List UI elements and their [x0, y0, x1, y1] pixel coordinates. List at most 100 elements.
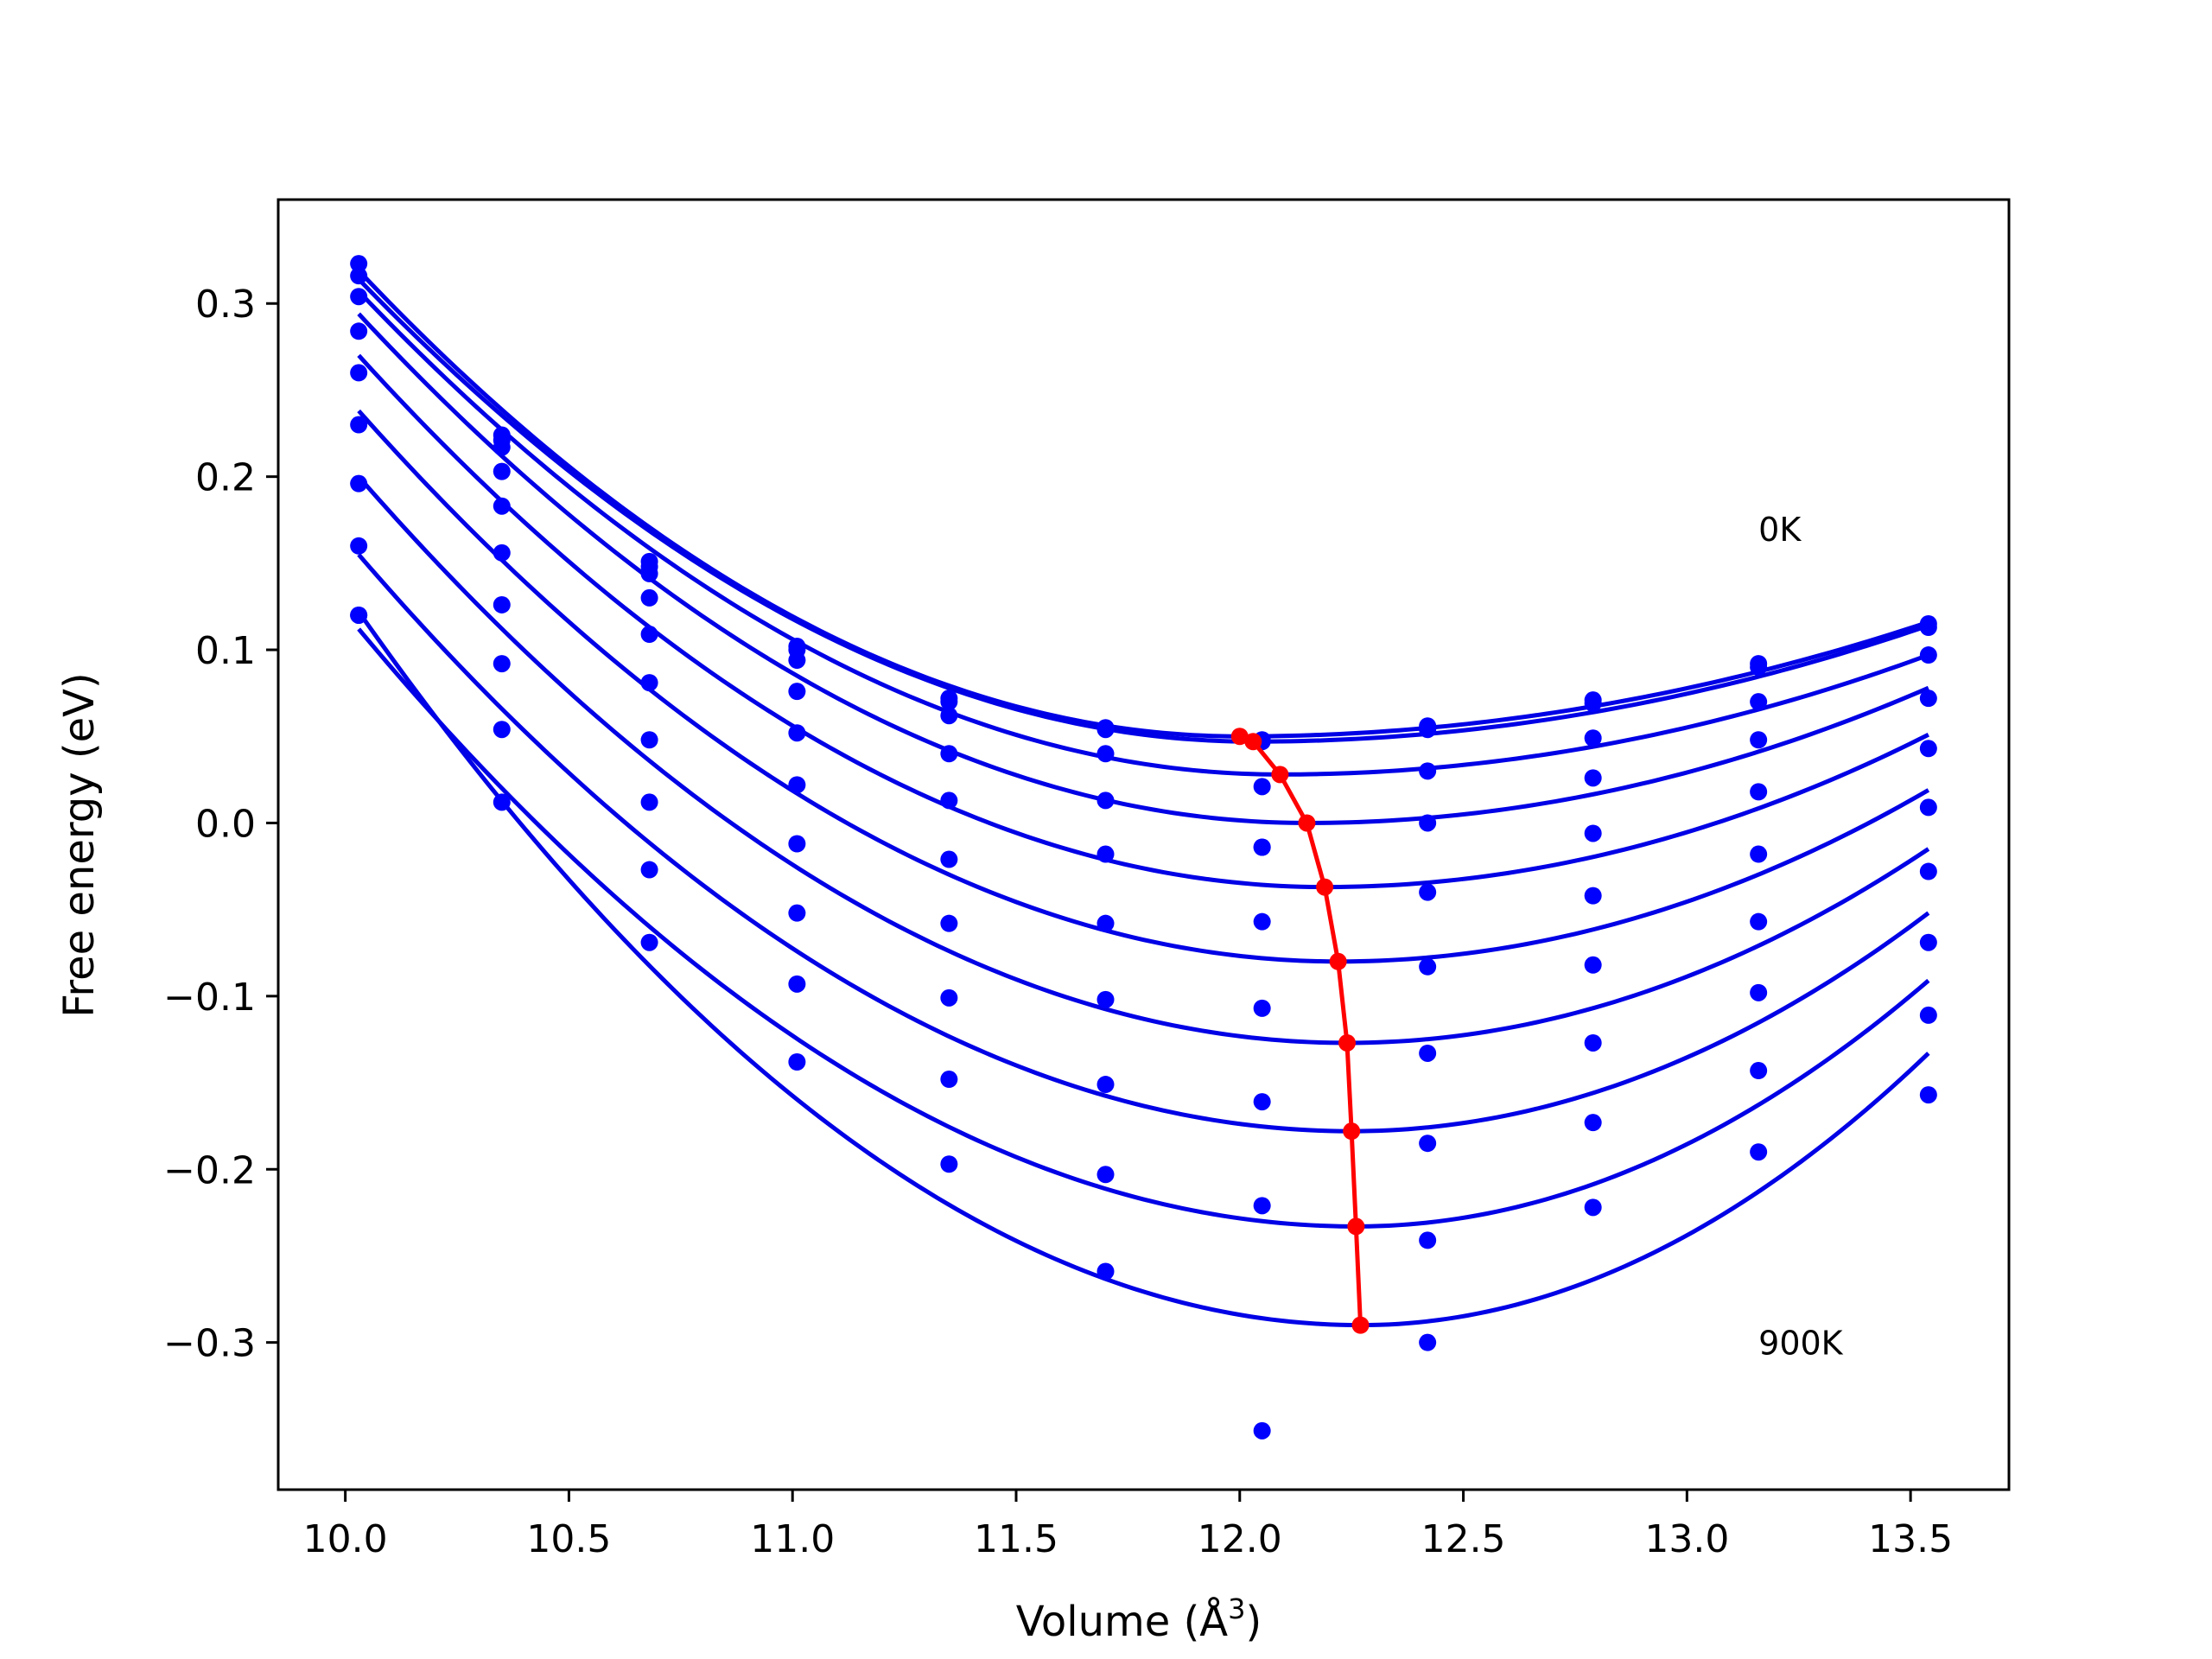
plot-frame: [276, 198, 2011, 1491]
data-point: [1419, 1044, 1437, 1062]
fit-curve-6: [357, 474, 1930, 1046]
minimum-point: [1298, 814, 1316, 832]
data-points: [350, 255, 1937, 1440]
data-point: [788, 683, 806, 701]
data-point: [1750, 658, 1768, 677]
data-point: [493, 543, 511, 562]
data-point: [1096, 1076, 1115, 1094]
annotations: 0K 900K: [1758, 511, 1844, 1363]
fit-curve-9: [357, 610, 1930, 1328]
data-point: [1253, 999, 1271, 1017]
data-point: [1750, 731, 1768, 749]
y-axis-ticks: 0.3 0.2 0.1 0.0 −0.1 −0.2 −0.3: [163, 283, 278, 1366]
minimum-point: [1351, 1316, 1370, 1334]
data-point: [1096, 791, 1115, 810]
data-point: [940, 693, 958, 711]
data-point: [1419, 1135, 1437, 1153]
fit-curve-7: [357, 553, 1930, 1134]
data-point: [640, 731, 658, 749]
data-point: [350, 255, 368, 273]
data-point: [1253, 778, 1271, 796]
data-point: [640, 674, 658, 692]
data-point: [1584, 956, 1602, 974]
data-point: [940, 1155, 958, 1173]
data-point: [788, 904, 806, 922]
x-tick-label: 10.5: [526, 1517, 611, 1561]
data-point: [1750, 693, 1768, 711]
minimum-point: [1347, 1217, 1365, 1236]
data-point: [1919, 740, 1937, 758]
y-tick-label: −0.1: [163, 976, 256, 1020]
data-point: [640, 793, 658, 811]
y-tick-label: 0.0: [195, 802, 256, 846]
data-point: [350, 474, 368, 493]
minimum-point: [1230, 728, 1249, 746]
minimum-point: [1316, 878, 1334, 896]
data-point: [788, 652, 806, 670]
data-point: [1584, 1033, 1602, 1052]
annotation-900k: 900K: [1758, 1325, 1844, 1363]
y-tick-label: −0.2: [163, 1148, 256, 1192]
data-point: [1419, 762, 1437, 780]
data-point: [1750, 845, 1768, 863]
data-point: [1750, 983, 1768, 1001]
data-point: [493, 595, 511, 613]
minimum-point: [1338, 1033, 1356, 1052]
data-point: [493, 462, 511, 480]
data-point: [350, 606, 368, 624]
x-tick-label: 12.5: [1421, 1517, 1506, 1561]
y-tick-label: 0.3: [195, 283, 256, 327]
data-point: [1750, 1062, 1768, 1080]
minimum-point: [1343, 1122, 1361, 1141]
minimum-point: [1329, 952, 1347, 970]
data-point: [1253, 1093, 1271, 1111]
fit-curve-2: [357, 289, 1929, 777]
data-point: [1584, 729, 1602, 747]
data-point: [640, 626, 658, 644]
data-point: [493, 497, 511, 515]
x-tick-label: 12.0: [1198, 1517, 1282, 1561]
data-point: [1096, 1262, 1115, 1281]
data-point: [640, 933, 658, 951]
data-point: [1419, 721, 1437, 739]
x-axis-ticks: 10.0 10.5 11.0 11.5 12.0 12.5 13.0 13.5: [303, 1490, 1953, 1561]
minima-line: [1238, 734, 1363, 1325]
data-point: [1584, 824, 1602, 842]
y-tick-label: 0.1: [195, 629, 256, 673]
data-point: [940, 791, 958, 810]
data-point: [788, 975, 806, 993]
data-point: [788, 1053, 806, 1071]
fit-curve-4: [357, 353, 1929, 890]
data-point: [350, 364, 368, 382]
x-axis-label: Volume (Å3): [1016, 1592, 1262, 1646]
data-point: [788, 776, 806, 794]
data-point: [1419, 1231, 1437, 1249]
data-point: [640, 564, 658, 582]
data-point: [1750, 1143, 1768, 1161]
data-point: [1096, 845, 1115, 863]
data-point: [940, 707, 958, 725]
data-point: [350, 267, 368, 285]
data-point: [1919, 1086, 1937, 1104]
data-point: [640, 861, 658, 879]
y-tick-label: 0.2: [195, 456, 256, 500]
data-point: [1253, 838, 1271, 856]
data-point: [1419, 883, 1437, 901]
data-point: [1919, 646, 1937, 664]
data-point: [1750, 783, 1768, 801]
x-axis-label-superscript: 3: [1228, 1592, 1245, 1625]
fit-curve-8: [357, 627, 1930, 1229]
data-point: [493, 793, 511, 811]
fit-curves: [357, 269, 1930, 1328]
data-point: [493, 438, 511, 456]
data-point: [1096, 745, 1115, 763]
data-point: [940, 745, 958, 763]
data-point: [1919, 690, 1937, 708]
data-point: [1919, 862, 1937, 880]
data-point: [1419, 957, 1437, 976]
data-point: [1419, 814, 1437, 832]
x-tick-label: 13.5: [1868, 1517, 1953, 1561]
data-point: [940, 850, 958, 868]
fit-curve-1: [357, 277, 1929, 744]
